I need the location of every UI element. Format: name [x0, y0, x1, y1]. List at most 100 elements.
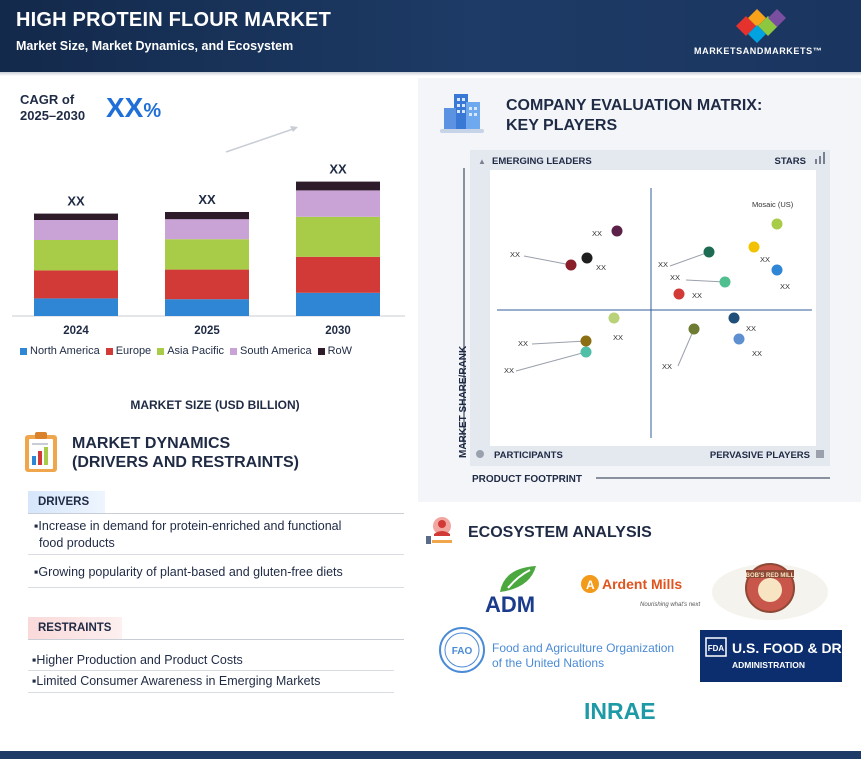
ardent-mills-logo: A Ardent Mills Nourishing what's next: [581, 575, 701, 608]
x-tick-label: 2025: [194, 325, 220, 337]
player-point: [565, 259, 577, 271]
bobs-red-mill-logo: BOB'S RED MILL: [712, 563, 828, 620]
restraint-item: ▪Higher Production and Product Costs: [32, 653, 243, 667]
bar-segment-south-america: [165, 219, 249, 240]
header-banner: HIGH PROTEIN FLOUR MARKET Market Size, M…: [0, 0, 861, 72]
bar-segment-north-america: [296, 292, 380, 316]
matrix-x-axis-label: PRODUCT FOOTPRINT: [472, 474, 582, 485]
player-label: XX: [504, 366, 514, 375]
buildings-icon: [440, 94, 484, 133]
cagr-label-line2: 2025–2030: [20, 108, 86, 123]
svg-text:ADMINISTRATION: ADMINISTRATION: [732, 660, 805, 670]
fao-logo: FAO Food and Agriculture Organization of…: [439, 627, 674, 673]
player-leader-line: [523, 255, 572, 266]
evaluation-matrix-title-line2: KEY PLAYERS: [506, 117, 618, 134]
cagr-unit: %: [143, 100, 162, 122]
svg-text:Food and Agriculture Organizat: Food and Agriculture Organization: [492, 641, 674, 655]
player-point: [580, 335, 592, 347]
svg-text:Nourishing what's next: Nourishing what's next: [640, 602, 701, 608]
svg-text:of the United Nations: of the United Nations: [492, 656, 604, 670]
legend-swatch: [157, 347, 165, 355]
bar-segment-row: [34, 213, 118, 220]
player-label: XX: [613, 333, 623, 342]
company-evaluation-matrix: ▲ EMERGING LEADERS STARS PARTICIPANTS PE…: [458, 150, 830, 485]
bar-data-label: XX: [198, 192, 216, 207]
legend-item: Asia Pacific: [157, 345, 224, 357]
driver-item-line2: food products: [39, 536, 115, 550]
player-label: XX: [596, 263, 606, 272]
adm-logo: ADM: [485, 566, 536, 617]
growth-arrow-head: [290, 126, 298, 132]
svg-text:ADM: ADM: [485, 592, 535, 617]
player-point: [771, 264, 783, 276]
bar-segment-row: [296, 181, 380, 191]
legend-label: RoW: [327, 345, 353, 357]
ecosystem-title: ECOSYSTEM ANALYSIS: [468, 524, 652, 541]
player-label: XX: [592, 229, 602, 238]
drivers-tag: DRIVERS: [28, 491, 105, 513]
bar-segment-asia-pacific: [165, 239, 249, 270]
header-divider: [0, 72, 861, 76]
legend-swatch: [105, 347, 113, 355]
quadrant-pervasive-players: PERVASIVE PLAYERS: [710, 450, 810, 461]
clipboard-chart-icon: [25, 432, 57, 472]
cagr-label: CAGR of 2025–2030: [20, 92, 85, 124]
svg-text:BOB'S RED MILL: BOB'S RED MILL: [746, 573, 795, 579]
matrix-plot-area: [490, 170, 816, 446]
legend-item: Europe: [105, 345, 151, 357]
player-point: [688, 323, 700, 335]
legend-swatch: [230, 347, 238, 355]
bar-data-label: XX: [329, 162, 347, 177]
legend-label: Asia Pacific: [167, 345, 225, 357]
player-leader-line: [677, 328, 695, 367]
player-leader-line: [531, 340, 587, 345]
row-divider: [28, 670, 394, 671]
drivers-divider: [28, 513, 404, 514]
player-label: XX: [510, 250, 520, 259]
player-point: [733, 333, 745, 345]
inrae-logo: INRAE: [584, 698, 656, 724]
bar-data-label: XX: [67, 194, 85, 209]
player-point: [703, 246, 715, 258]
player-leader-line: [515, 351, 587, 372]
fda-logo: FDA U.S. FOOD & DRUG ADMINISTRATION: [700, 630, 855, 682]
restraint-item: ▪Limited Consumer Awareness in Emerging …: [32, 674, 321, 688]
driver-item-line1: ▪Increase in demand for protein-enriched…: [34, 519, 342, 533]
driver-item: ▪Growing popularity of plant-based and g…: [34, 564, 343, 581]
player-label: XX: [752, 349, 762, 358]
ecosystem-logos: ADM A Ardent Mills Nourishing what's nex…: [439, 563, 855, 724]
row-divider: [28, 692, 394, 693]
footer-bar: [0, 751, 861, 759]
player-point: [581, 252, 593, 264]
x-tick-label: 2030: [325, 325, 351, 337]
row-divider: [28, 587, 404, 588]
legend-label: North America: [30, 345, 100, 357]
brand-name: MARKETSANDMARKETS™: [694, 46, 823, 56]
participants-icon: [476, 450, 484, 458]
player-point: [719, 276, 731, 288]
market-size-bar-chart: XX 2024 XX 2025 XX 2030: [12, 126, 405, 337]
player-point: [771, 218, 783, 230]
markets-and-markets-logo-icon: [736, 9, 786, 43]
player-point: [611, 225, 623, 237]
svg-text:FDA: FDA: [708, 644, 725, 653]
cagr-value: XX%: [106, 92, 161, 124]
driver-item: ▪Increase in demand for protein-enriched…: [34, 518, 341, 552]
legend-swatch: [20, 347, 27, 355]
market-dynamics-title-line1: MARKET DYNAMICS: [72, 435, 231, 452]
bar-segment-europe: [296, 256, 380, 293]
chart-x-axis-title: MARKET SIZE (USD BILLION): [130, 398, 300, 412]
svg-text:A: A: [586, 578, 595, 592]
restraints-divider: [28, 639, 404, 640]
bar-segment-row: [165, 212, 249, 220]
legend-item: South America: [230, 345, 312, 357]
page-subtitle: Market Size, Market Dynamics, and Ecosys…: [16, 39, 294, 53]
market-dynamics-title-line2: (DRIVERS AND RESTRAINTS): [72, 454, 299, 471]
player-point: [728, 312, 740, 324]
legend-swatch: [317, 347, 325, 355]
cagr-label-line1: CAGR of: [20, 92, 75, 107]
legend-label: South America: [240, 345, 312, 357]
bar-segment-asia-pacific: [34, 240, 118, 271]
ecosystem-people-icon: [426, 517, 452, 544]
